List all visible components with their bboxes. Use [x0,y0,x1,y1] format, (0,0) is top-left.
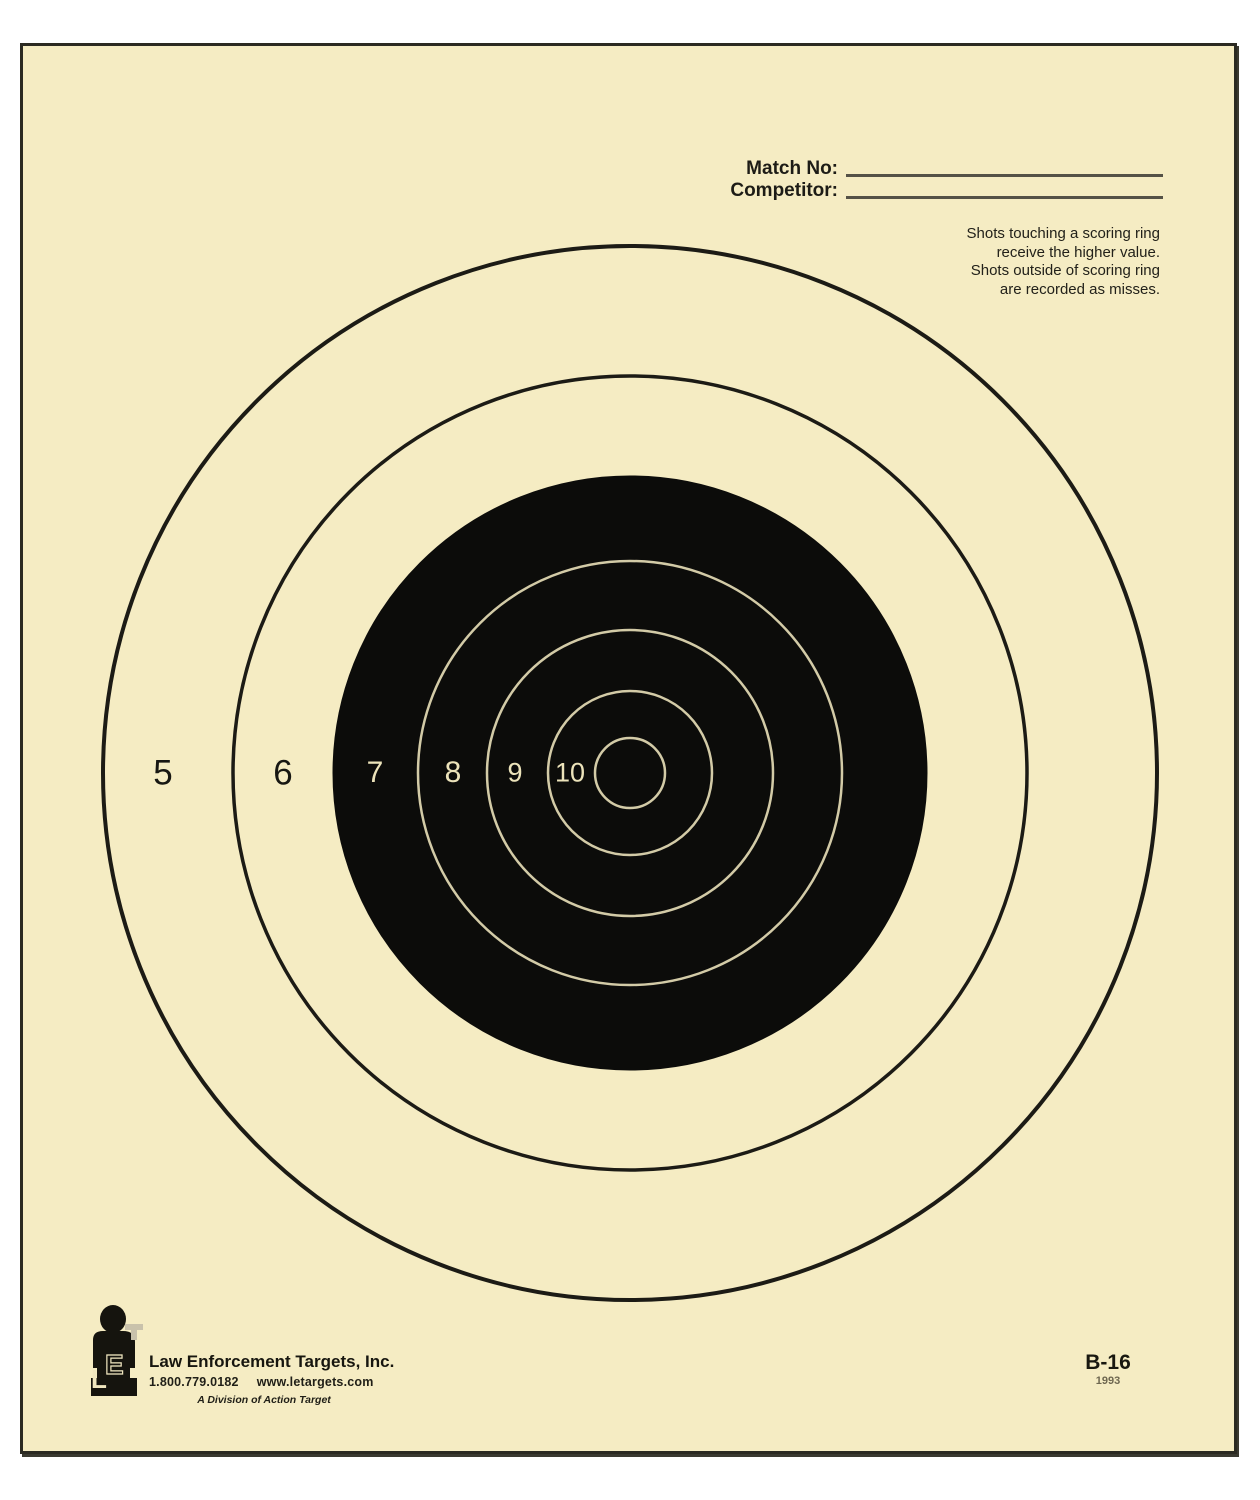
company-name: Law Enforcement Targets, Inc. [149,1352,395,1371]
ring-label-8: 8 [444,756,462,789]
target-sheet: 5 6 7 8 9 10 Match No: Competitor: Shots… [20,43,1237,1454]
target-rings [101,244,1159,1302]
scoring-instructions-line-2: receive the higher value. [996,243,1160,261]
division-text: A Division of Action Target [197,1394,331,1406]
svg-text:L: L [91,1364,107,1394]
ring-label-9: 9 [507,757,523,788]
match-no-blank-line [846,174,1163,177]
ring-label-10: 10 [554,757,586,788]
phone-number: 1.800.779.0182 [149,1375,239,1389]
svg-text:E: E [105,1349,124,1380]
match-no-row: Match No: [583,158,1163,179]
ring-7-8-boundary-circle [416,559,844,987]
header-fill-in-block: Match No: Competitor: [583,158,1163,202]
let-logo: L E [91,1305,143,1396]
target-model-block: B-16 1993 [1058,1351,1158,1388]
ring-5-outer-circle [101,244,1159,1302]
footer-brand-block: L E Law Enforcement Targets, Inc. 1.800.… [85,1304,394,1406]
scoring-instructions-line-4: are recorded as misses. [999,280,1160,298]
scoring-instructions: Shots touching a scoring ring receive th… [967,225,1160,299]
competitor-label: Competitor: [730,180,838,201]
competitor-row: Competitor: [583,180,1163,201]
black-bullseye-disk [332,475,928,1071]
ring-8-9-boundary-circle [485,628,775,918]
footer-text-block: Law Enforcement Targets, Inc. 1.800.779.… [149,1304,394,1406]
ring-9-10-boundary-circle [546,689,714,857]
ring-5-6-boundary-circle [231,374,1029,1172]
match-no-label: Match No: [746,158,838,179]
target-model: B-16 [1085,1351,1131,1374]
target-year: 1993 [1095,1375,1121,1387]
ring-label-7: 7 [366,756,384,789]
contact-row: 1.800.779.0182 www.letargets.com [149,1374,394,1391]
competitor-blank-line [846,196,1163,199]
website-url: www.letargets.com [256,1375,374,1389]
ring-label-5: 5 [153,753,173,793]
x-ring-circle [593,736,667,810]
scoring-instructions-line-3: Shots outside of scoring ring [970,262,1160,279]
scoring-instructions-line-1: Shots touching a scoring ring [966,225,1160,242]
ring-label-6: 6 [273,753,293,793]
